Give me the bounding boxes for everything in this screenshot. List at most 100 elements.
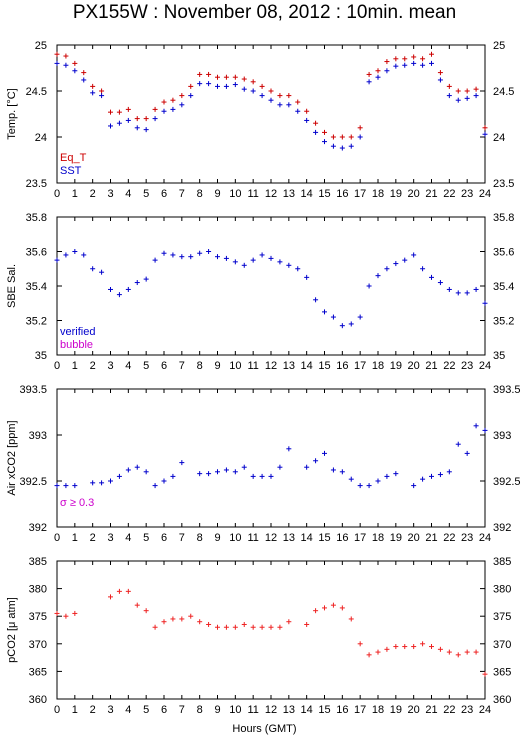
data-point <box>143 276 149 282</box>
data-point <box>54 257 60 263</box>
x-tick-label: 7 <box>179 532 185 544</box>
x-tick-label: 0 <box>54 188 60 200</box>
x-tick-label: 24 <box>479 704 491 716</box>
x-tick-label: 7 <box>179 360 185 372</box>
x-tick-label: 12 <box>265 704 277 716</box>
data-point <box>429 60 434 66</box>
data-point <box>63 483 69 489</box>
data-point <box>81 77 87 83</box>
x-tick-label: 4 <box>125 188 131 200</box>
y-tick-label-right: 393.5 <box>493 384 521 396</box>
y-tick-label-right: 392.5 <box>493 476 521 488</box>
data-point <box>63 252 69 258</box>
data-point <box>188 254 194 260</box>
x-tick-label: 0 <box>54 360 60 372</box>
data-point <box>330 314 336 320</box>
data-point <box>232 469 238 475</box>
data-point <box>170 616 176 622</box>
x-tick-label: 19 <box>390 532 402 544</box>
data-point <box>464 88 470 94</box>
data-point <box>134 280 140 286</box>
data-point <box>170 473 176 479</box>
legend-bubble: bubble <box>60 339 93 351</box>
data-point <box>188 93 194 99</box>
x-tick-label: 11 <box>247 532 258 544</box>
data-point <box>152 257 158 263</box>
data-point <box>286 102 292 108</box>
data-point <box>393 261 399 267</box>
data-point <box>268 88 274 94</box>
data-point <box>437 70 443 76</box>
x-tick-label: 4 <box>125 532 131 544</box>
data-point <box>143 127 149 133</box>
data-point <box>215 254 220 260</box>
data-point <box>473 286 479 292</box>
data-point <box>277 464 283 470</box>
data-point <box>125 467 131 473</box>
x-tick-label: 11 <box>247 188 258 200</box>
x-tick-label: 16 <box>336 532 348 544</box>
y-axis-title: Air xCO2 [ppm] <box>6 420 18 495</box>
data-point <box>72 68 78 74</box>
data-point <box>134 464 140 470</box>
y-tick-label-right: 35.4 <box>493 281 514 293</box>
y-tick-label-left: 360 <box>29 694 47 706</box>
x-tick-label: 6 <box>161 188 167 200</box>
x-tick-label: 23 <box>461 532 473 544</box>
y-tick-label-left: 380 <box>29 584 47 596</box>
x-tick-label: 10 <box>229 704 241 716</box>
x-tick-label: 23 <box>461 188 473 200</box>
x-tick-label: 5 <box>143 704 149 716</box>
y-tick-label-right: 24.5 <box>493 86 514 98</box>
data-point <box>295 266 301 272</box>
data-point <box>348 134 354 140</box>
data-point <box>72 249 78 254</box>
data-point <box>179 93 185 99</box>
data-point <box>108 286 113 292</box>
data-point <box>232 259 238 265</box>
y-tick-label-left: 365 <box>29 666 47 678</box>
data-point <box>81 252 87 258</box>
y-tick-label-right: 393 <box>493 430 511 442</box>
data-point <box>286 262 292 268</box>
x-tick-label: 24 <box>479 532 491 544</box>
y-tick-label-left: 392.5 <box>19 476 47 488</box>
data-point <box>366 79 372 85</box>
x-tick-label: 13 <box>283 360 295 372</box>
x-tick-label: 11 <box>247 360 258 372</box>
data-point <box>152 106 158 112</box>
data-point <box>250 88 256 94</box>
x-tick-label: 5 <box>143 532 149 544</box>
x-tick-label: 14 <box>301 360 313 372</box>
data-point <box>393 644 399 650</box>
x-tick-label: 15 <box>318 360 330 372</box>
x-tick-label: 9 <box>214 188 220 200</box>
data-point <box>366 483 372 489</box>
x-tick-label: 16 <box>336 360 348 372</box>
data-point <box>188 83 194 89</box>
data-point <box>232 82 238 88</box>
data-point <box>232 624 238 630</box>
x-tick-label: 12 <box>265 532 277 544</box>
x-tick-label: 19 <box>390 360 402 372</box>
data-point <box>116 109 122 115</box>
data-point <box>54 610 60 616</box>
x-tick-label: 13 <box>283 704 295 716</box>
x-tick-label: 10 <box>229 188 241 200</box>
data-point <box>357 314 363 320</box>
data-point <box>473 649 479 655</box>
data-point <box>206 471 212 477</box>
data-point <box>482 131 488 137</box>
data-point <box>54 60 60 66</box>
y-tick-label-left: 24 <box>35 132 47 144</box>
data-point <box>339 145 345 151</box>
data-point <box>366 71 372 77</box>
x-tick-label: 22 <box>443 188 455 200</box>
data-point <box>90 266 96 272</box>
data-point <box>215 83 220 89</box>
x-tick-label: 2 <box>90 704 96 716</box>
x-tick-label: 21 <box>425 532 437 544</box>
data-point <box>357 641 363 647</box>
data-point <box>259 624 265 630</box>
data-point <box>437 280 443 286</box>
